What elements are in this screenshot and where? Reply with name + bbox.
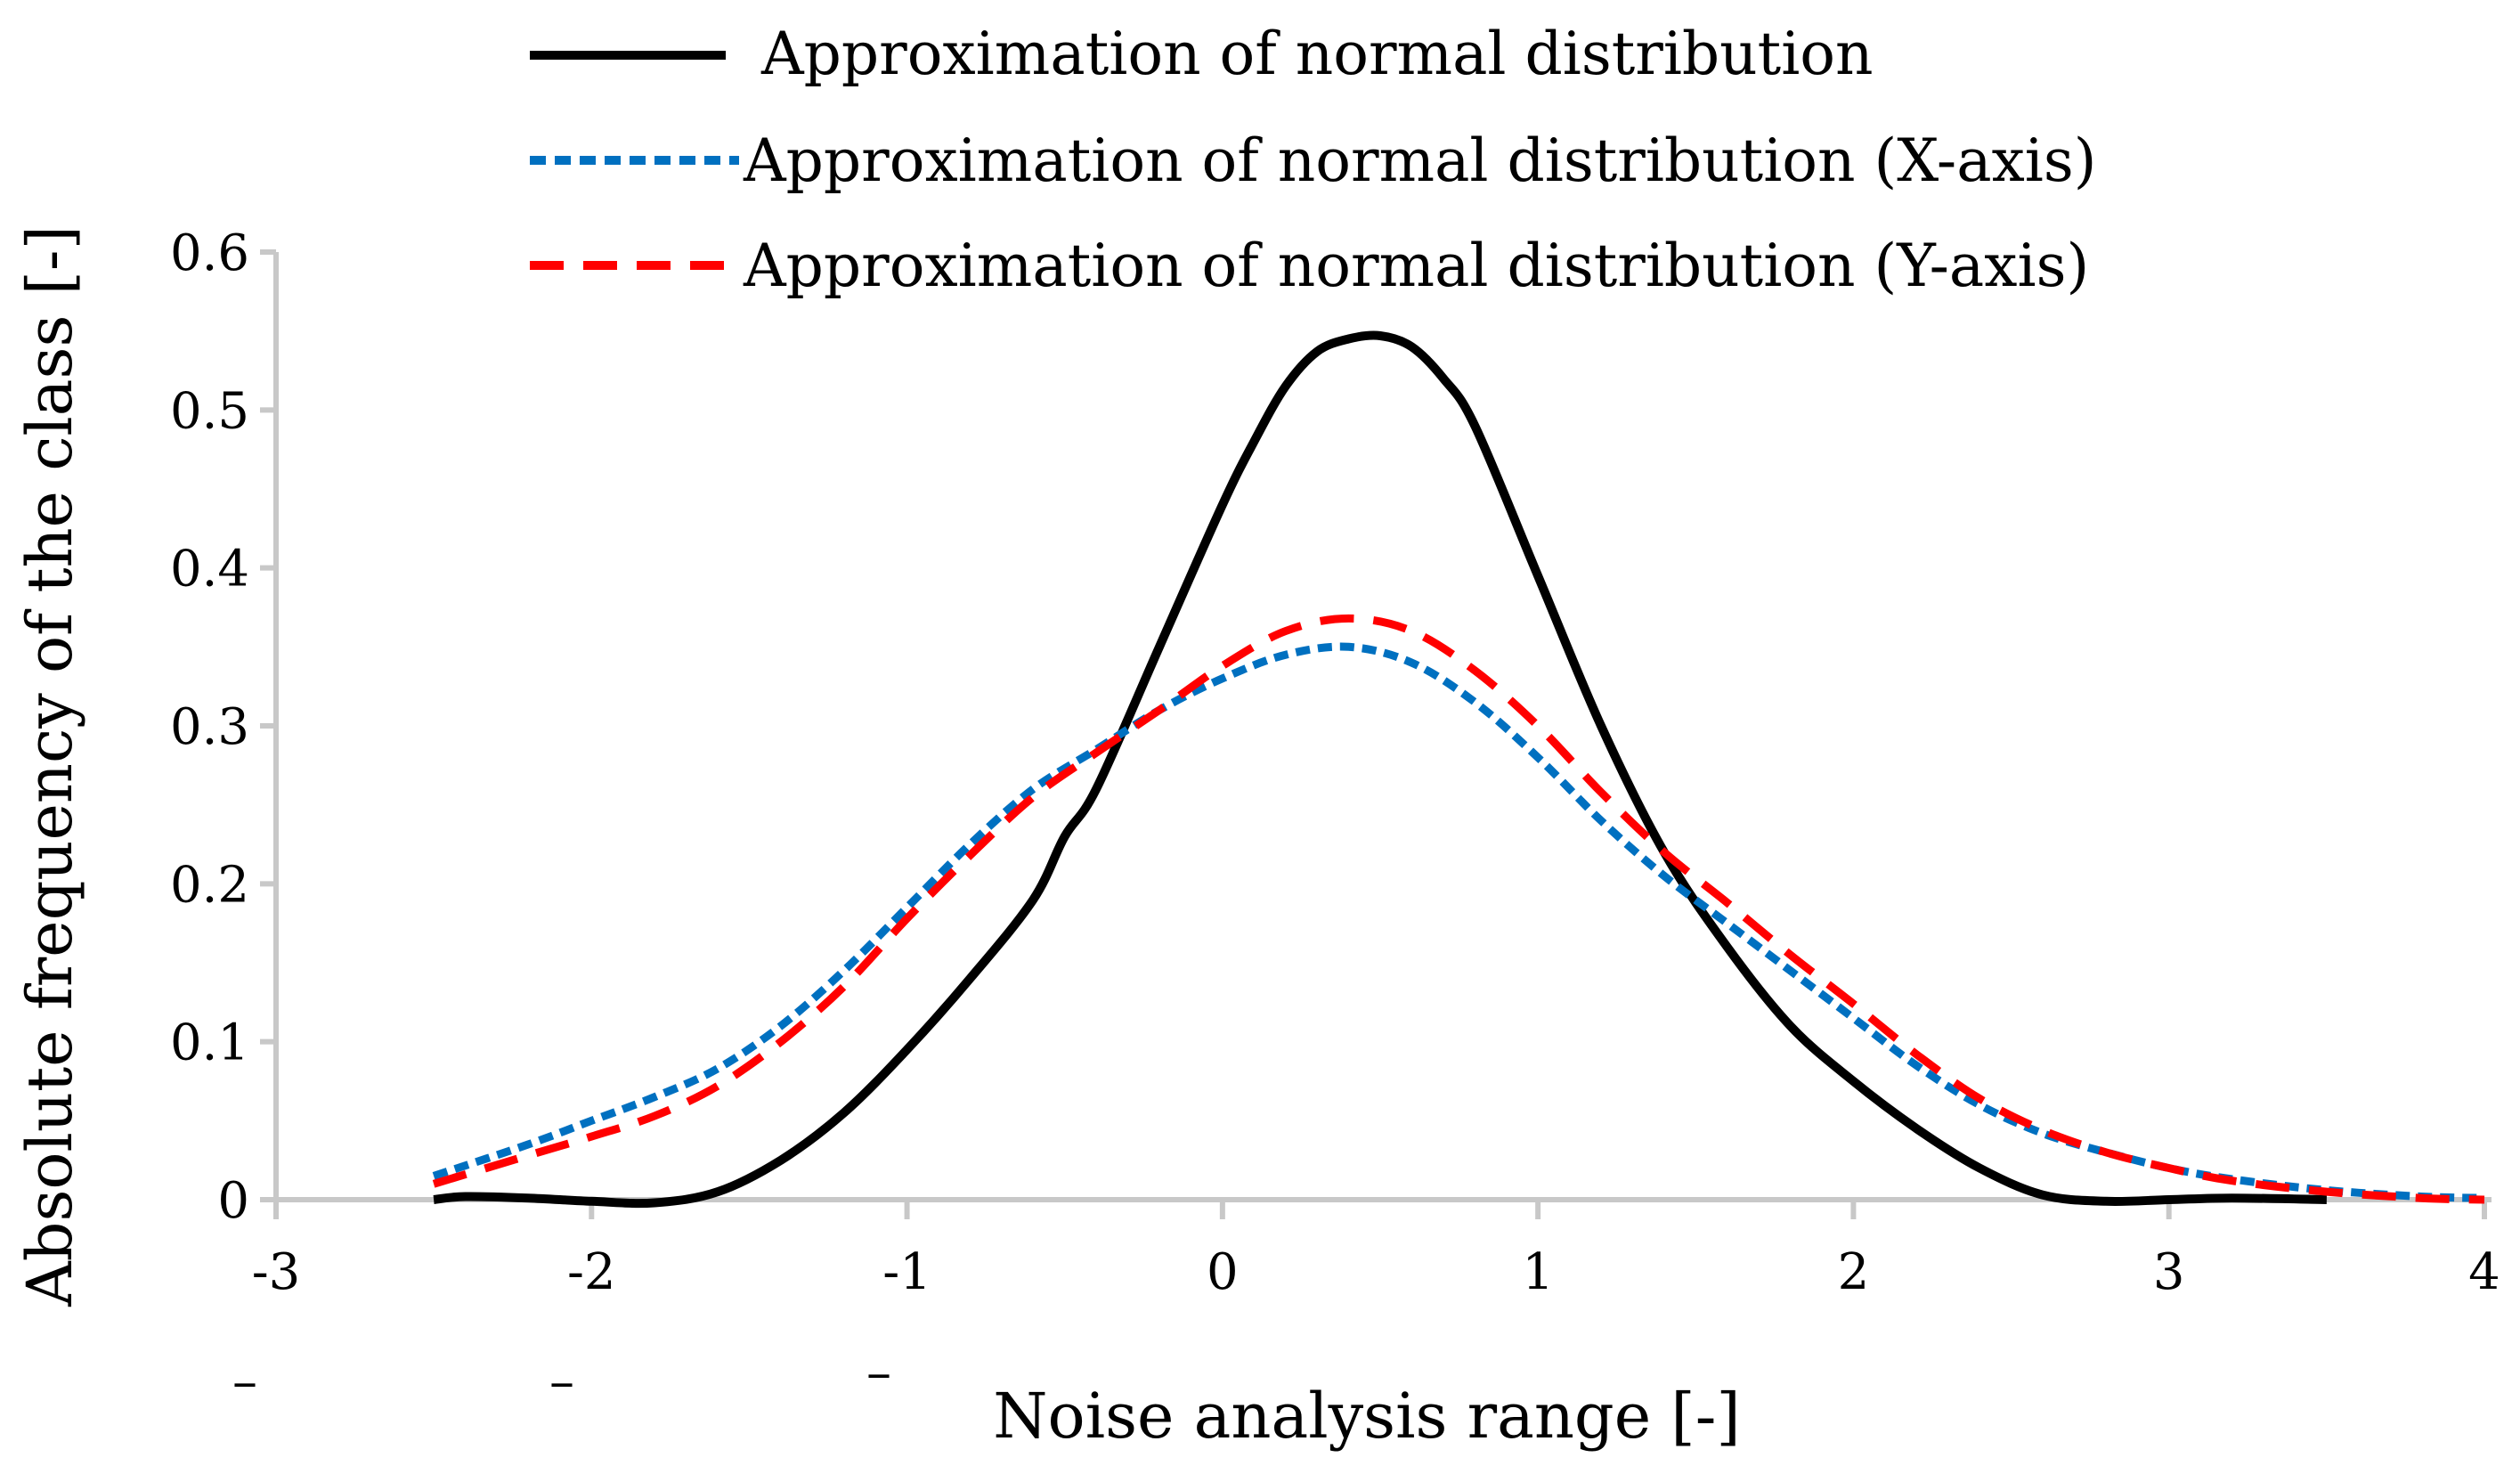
series-line-blue-x-axis	[432, 642, 2485, 1202]
stray-mark: –	[549, 1353, 574, 1411]
y-tick-label: 0.6	[170, 224, 249, 282]
legend-label-black: Approximation of normal distribution	[760, 20, 1874, 88]
y-tick-label: 0.2	[170, 856, 249, 914]
series-layer	[432, 330, 2485, 1209]
y-tick-label: 0.5	[170, 382, 249, 440]
legend-entry-black: Approximation of normal distribution	[530, 20, 1874, 88]
x-tick-label: 2	[1838, 1243, 1870, 1301]
y-ticks: 0 0.1 0.2 0.3 0.4 0.5 0.6	[170, 224, 276, 1230]
y-tick-label: 0.4	[170, 541, 249, 598]
y-tick-label: 0.1	[170, 1014, 249, 1072]
series-line-red-y-axis	[432, 614, 2485, 1204]
x-ticks: -3 -2 -1 0 1 2 3 4	[252, 1200, 2500, 1301]
x-tick-label: 1	[1522, 1243, 1554, 1301]
x-tick-label: -3	[252, 1243, 301, 1301]
legend-label-red: Approximation of normal distribution (Y-…	[743, 232, 2089, 300]
x-tick-label: -1	[882, 1243, 931, 1301]
y-tick-label: 0	[217, 1172, 249, 1230]
x-tick-label: -2	[567, 1243, 616, 1301]
x-axis-title: Noise analysis range [-]	[993, 1380, 1740, 1453]
legend: Approximation of normal distribution App…	[530, 20, 2097, 300]
legend-label-blue: Approximation of normal distribution (X-…	[743, 126, 2097, 195]
stray-mark: –	[866, 1344, 891, 1402]
stray-mark: –	[232, 1353, 257, 1411]
legend-entry-red: Approximation of normal distribution (Y-…	[530, 232, 2089, 300]
series-line-black	[433, 330, 2327, 1209]
y-tick-label: 0.3	[170, 698, 249, 756]
legend-entry-blue: Approximation of normal distribution (X-…	[530, 126, 2097, 195]
x-tick-label: 3	[2153, 1243, 2185, 1301]
x-tick-label: 0	[1207, 1243, 1239, 1301]
stray-marks: – – –	[232, 1344, 891, 1411]
y-axis-title: Absolute frequency of the class [-]	[13, 225, 86, 1307]
axes	[272, 252, 2492, 1202]
x-tick-label: 4	[2468, 1243, 2500, 1301]
